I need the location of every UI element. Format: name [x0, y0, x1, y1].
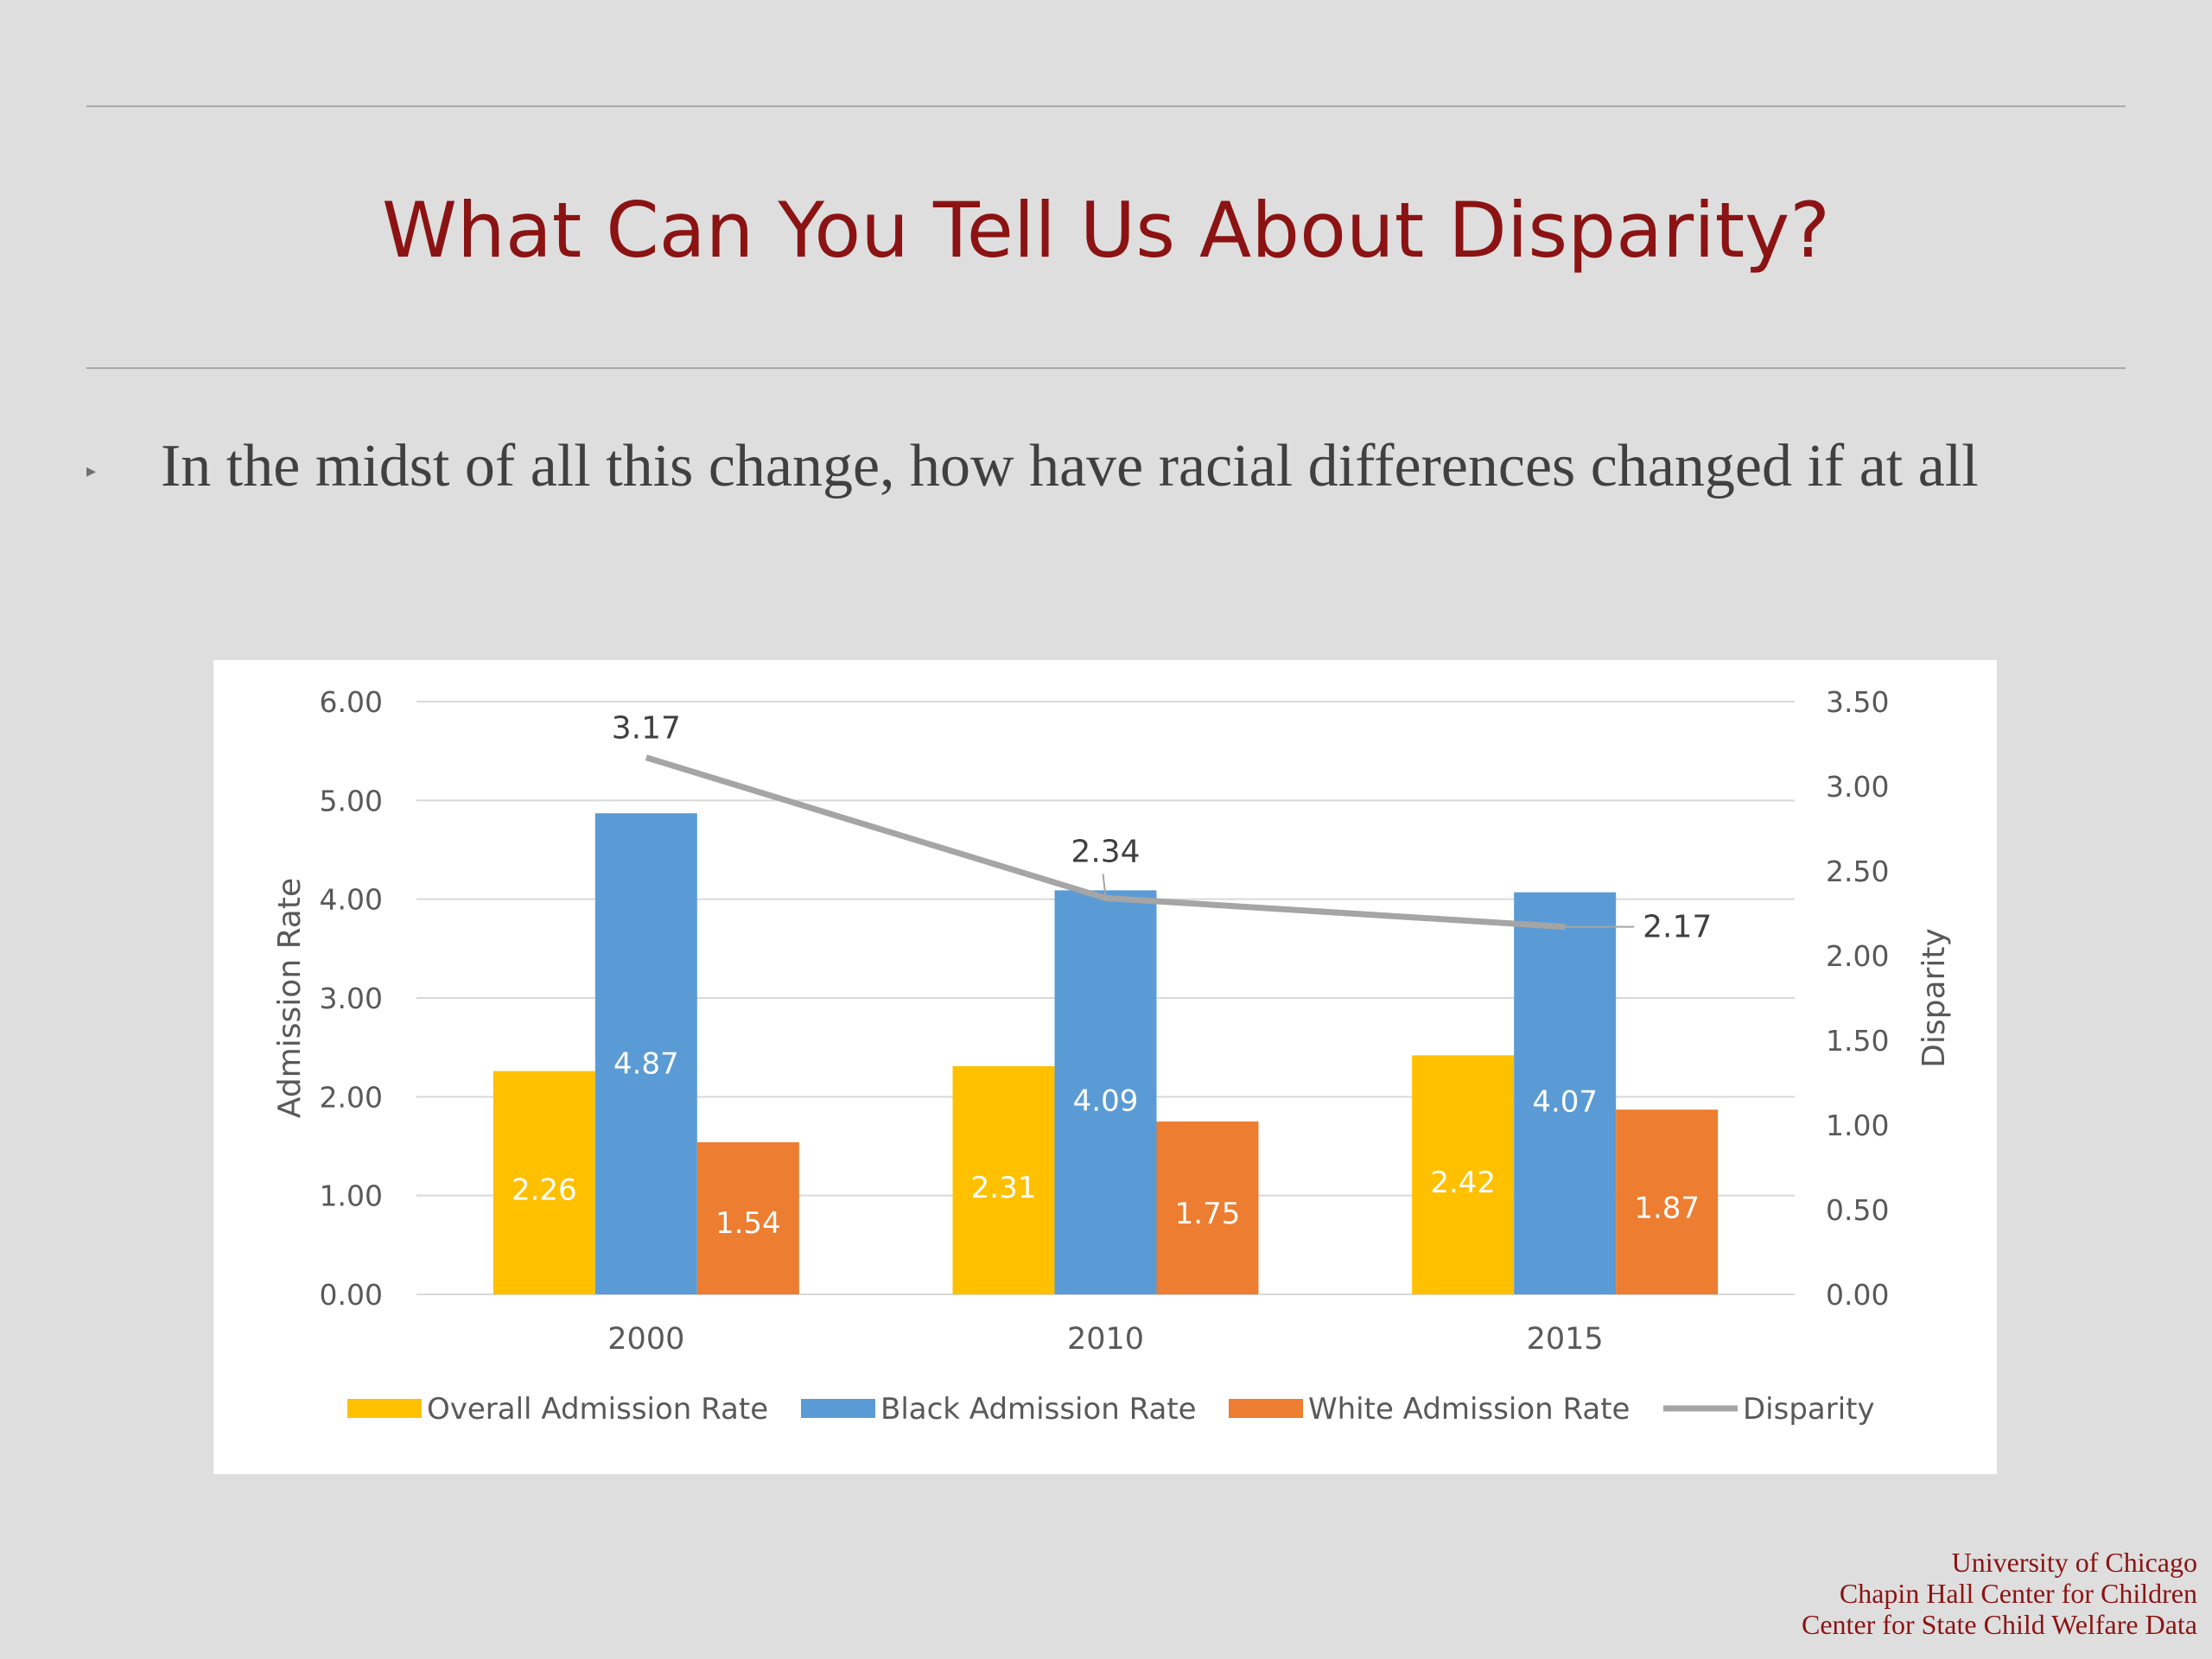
y-tick-label: 6.00: [320, 685, 383, 719]
y2-tick-label: 3.50: [1826, 685, 1889, 719]
legend-swatch: [801, 1399, 875, 1418]
legend-label: Disparity: [1743, 1392, 1875, 1427]
y2-tick-label: 0.50: [1826, 1193, 1889, 1227]
legend-label: Overall Admission Rate: [427, 1392, 768, 1427]
y-tick-label: 3.00: [320, 982, 383, 1015]
bar-data-label: 2.42: [1430, 1166, 1496, 1200]
slide-title: What Can You Tell Us About Disparity?: [382, 186, 1830, 275]
bar: [696, 1141, 799, 1294]
combo-chart: 0.00 1.00 2.00 3.00 4.00 5.00 6.00 0.00 0.50 1.00…: [272, 685, 1952, 1427]
bar: [1514, 892, 1617, 1294]
bar-data-label: 4.87: [613, 1047, 679, 1082]
y2-tick-label: 1.50: [1826, 1024, 1889, 1058]
footer-credits: University of Chicago Chapin Hall Center…: [1802, 1547, 2197, 1640]
footer-line-chapin-hall: Chapin Hall Center for Children: [1839, 1578, 2197, 1609]
y2-tick-label: 2.00: [1826, 939, 1889, 973]
y2-tick-label: 2.50: [1826, 855, 1889, 888]
bar: [594, 813, 697, 1294]
y2-tick-label: 1.00: [1826, 1109, 1889, 1142]
footer-line-center: Center for State Child Welfare Data: [1802, 1609, 2197, 1640]
line-data-label: 2.34: [1071, 834, 1140, 869]
y-tick-label: 2.00: [320, 1080, 383, 1114]
bar: [952, 1065, 1055, 1294]
y-tick-label: 5.00: [320, 784, 383, 817]
bar: [1412, 1055, 1515, 1294]
legend-label: White Admission Rate: [1308, 1392, 1630, 1427]
bar-data-label: 1.75: [1175, 1197, 1241, 1231]
bar: [493, 1071, 595, 1294]
y-axis-title: Admission Rate: [272, 878, 308, 1118]
legend-swatch: [347, 1399, 422, 1418]
x-tick-label: 2010: [1067, 1322, 1144, 1357]
y-tick-label: 1.00: [320, 1179, 383, 1213]
bar: [1156, 1121, 1259, 1294]
triangle-right-icon: ▸: [86, 461, 97, 482]
bar-data-label: 1.87: [1634, 1192, 1700, 1226]
y-tick-label: 0.00: [320, 1278, 383, 1312]
line-layer: [645, 754, 1566, 931]
labels-layer: 2.26 4.87 1.54 2.31 4.09 1.75 2.42 4.07 1.87 3.17…: [512, 711, 1712, 1242]
bar-data-label: 4.07: [1532, 1085, 1598, 1120]
y2-axis-title: Disparity: [1916, 928, 1952, 1068]
bar-data-label: 2.31: [971, 1171, 1037, 1205]
bar-data-label: 2.26: [512, 1173, 577, 1208]
title-bottom-rule: [86, 367, 2126, 369]
legend-label: Black Admission Rate: [880, 1392, 1197, 1427]
legend: Overall Admission Rate Black Admission Ra…: [347, 1392, 1875, 1427]
x-tick-label: 2000: [607, 1322, 684, 1357]
leader-line: [1102, 874, 1107, 897]
y2-tick-label: 0.00: [1826, 1278, 1889, 1312]
bar-data-label: 1.54: [715, 1206, 781, 1241]
footer-line-university: University of Chicago: [1951, 1547, 2197, 1578]
bar: [1054, 890, 1157, 1294]
disparity-line: [645, 754, 1566, 931]
legend-swatch: [1229, 1399, 1303, 1418]
top-rule: [86, 105, 2126, 107]
chart-panel: 0.00 1.00 2.00 3.00 4.00 5.00 6.00 0.00 0.50 1.00…: [213, 660, 1997, 1474]
y2-tick-label: 3.00: [1826, 770, 1889, 804]
line-data-label: 3.17: [612, 711, 681, 747]
bar: [1616, 1109, 1719, 1294]
line-data-label: 2.17: [1643, 910, 1712, 945]
bullet-text: In the midst of all this change, how hav…: [161, 433, 1979, 499]
x-tick-label: 2015: [1527, 1322, 1604, 1357]
bar-data-label: 4.09: [1073, 1084, 1139, 1119]
bars-layer: [493, 813, 1719, 1294]
y-tick-label: 4.00: [320, 883, 383, 917]
